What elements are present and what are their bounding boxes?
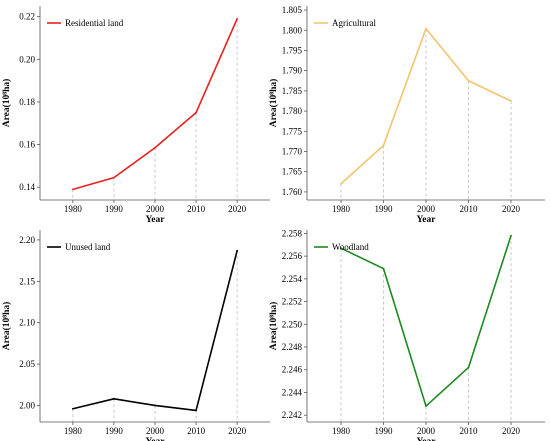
woodland-data-point: [425, 405, 427, 407]
agricultural-data-point: [382, 144, 385, 147]
agricultural-data-point: [425, 27, 427, 30]
agricultural-data-point: [467, 79, 470, 82]
agricultural-y-tick-label: 1.790: [282, 66, 303, 76]
residential-x-tick-label: 2020: [228, 204, 247, 214]
woodland-data-point: [467, 366, 470, 369]
residential-legend-label: Residential land: [65, 18, 124, 28]
woodland-x-tick-label: 2000: [417, 426, 436, 436]
woodland-y-axis-label: Area(10⁸ha): [268, 302, 279, 351]
unused-x-axis-label: Year: [146, 437, 166, 441]
agricultural-legend-label: Agricultural: [332, 18, 376, 28]
woodland-series-line: [340, 235, 512, 407]
agricultural-y-tick-label: 1.765: [282, 167, 303, 177]
agricultural-x-tick-label: 2000: [417, 204, 436, 214]
agricultural-data-point: [340, 182, 342, 185]
unused-series-line: [72, 250, 238, 412]
unused-data-point: [71, 407, 74, 410]
residential-y-tick-label: 0.22: [19, 12, 35, 22]
unused-data-point: [236, 249, 239, 252]
unused-data-point: [195, 409, 197, 412]
residential-y-tick-label: 0.18: [19, 97, 35, 107]
woodland-y-tick-label: 2.256: [282, 251, 303, 261]
residential-x-axis-label: Year: [146, 215, 166, 225]
agricultural-y-tick-label: 1.785: [282, 86, 303, 96]
agricultural-y-tick-label: 1.795: [282, 45, 303, 55]
woodland-legend-label: Woodland: [332, 242, 369, 252]
agricultural-y-tick-label: 1.780: [282, 106, 303, 116]
woodland-x-tick-label: 1990: [375, 426, 394, 436]
residential-data-point: [113, 176, 115, 179]
woodland-y-tick-label: 2.244: [282, 387, 303, 397]
residential-x-tick-label: 1990: [105, 204, 124, 214]
residential-y-tick-label: 0.20: [19, 54, 35, 64]
unused-y-axis-label: Area(10⁸ha): [1, 302, 12, 351]
unused-y-tick-label: 2.05: [19, 359, 35, 369]
residential-y-axis-label: Area(10⁸ha): [1, 79, 12, 128]
unused-x-tick-label: 2010: [187, 426, 206, 436]
agricultural-x-axis-label: Year: [417, 215, 437, 225]
residential-y-tick-label: 0.14: [19, 182, 35, 192]
residential-data-point: [236, 17, 239, 20]
unused-y-tick-label: 2.15: [19, 276, 35, 286]
unused-y-tick-label: 2.00: [19, 400, 35, 410]
residential-x-tick-label: 2000: [146, 204, 165, 214]
agricultural-chart: 1.760 1.765 1.770 1.775 1.780 1.785 1.790 1.795…: [268, 5, 545, 225]
woodland-y-tick-label: 2.258: [282, 228, 303, 238]
agricultural-x-tick-label: 2020: [502, 204, 521, 214]
unused-data-point: [113, 397, 115, 400]
woodland-data-point: [340, 247, 342, 250]
agricultural-x-tick-label: 1980: [332, 204, 351, 214]
unused-y-tick-label: 2.20: [19, 235, 35, 245]
agricultural-y-tick-label: 1.770: [282, 147, 303, 157]
woodland-y-tick-label: 2.250: [282, 319, 303, 329]
unused-x-tick-label: 2020: [228, 426, 247, 436]
woodland-data-point: [510, 234, 512, 237]
unused-x-tick-label: 1980: [64, 426, 83, 436]
woodland-x-tick-label: 2020: [502, 426, 521, 436]
residential-y-tick-label: 0.16: [19, 140, 35, 150]
woodland-x-tick-label: 1980: [332, 426, 351, 436]
agricultural-x-tick-label: 2010: [460, 204, 479, 214]
woodland-y-tick-label: 2.242: [282, 410, 302, 420]
woodland-y-tick-label: 2.254: [282, 274, 303, 284]
agricultural-x-tick-label: 1990: [375, 204, 394, 214]
unused-x-tick-label: 2000: [146, 426, 165, 436]
woodland-data-point: [382, 267, 385, 270]
unused-x-tick-label: 1990: [105, 426, 124, 436]
agricultural-y-tick-label: 1.800: [282, 25, 303, 35]
residential-x-tick-label: 2010: [187, 204, 206, 214]
unused-data-point: [154, 404, 156, 407]
woodland-x-axis-label: Year: [417, 437, 437, 441]
woodland-y-tick-label: 2.252: [282, 297, 302, 307]
residential-data-point: [71, 188, 74, 191]
agricultural-y-tick-label: 1.805: [282, 5, 303, 15]
woodland-y-tick-label: 2.248: [282, 342, 303, 352]
residential-series-line: [72, 18, 238, 191]
unused-chart: 2.00 2.05 2.10 2.15 2.20 1980 1990 2000 2010 2020…: [1, 230, 270, 441]
unused-y-tick-label: 2.10: [19, 318, 35, 328]
agricultural-y-axis-label: Area(10⁸ha): [268, 79, 279, 128]
residential-data-point: [154, 146, 156, 149]
agricultural-data-point: [510, 100, 512, 102]
residential-x-tick-label: 1980: [64, 204, 83, 214]
agricultural-y-tick-label: 1.775: [282, 126, 303, 136]
unused-legend-label: Unused land: [65, 242, 111, 252]
woodland-x-tick-label: 2010: [460, 426, 479, 436]
residential-data-point: [195, 111, 197, 114]
woodland-chart: 2.242 2.244 2.246 2.248 2.250 2.252 2.254 2.256…: [268, 228, 545, 441]
woodland-y-tick-label: 2.246: [282, 365, 303, 375]
agricultural-y-tick-label: 1.760: [282, 187, 303, 197]
residential-chart: 0.14 0.16 0.18 0.20 0.22 1980 1990 2000 2010 2020…: [1, 6, 270, 225]
